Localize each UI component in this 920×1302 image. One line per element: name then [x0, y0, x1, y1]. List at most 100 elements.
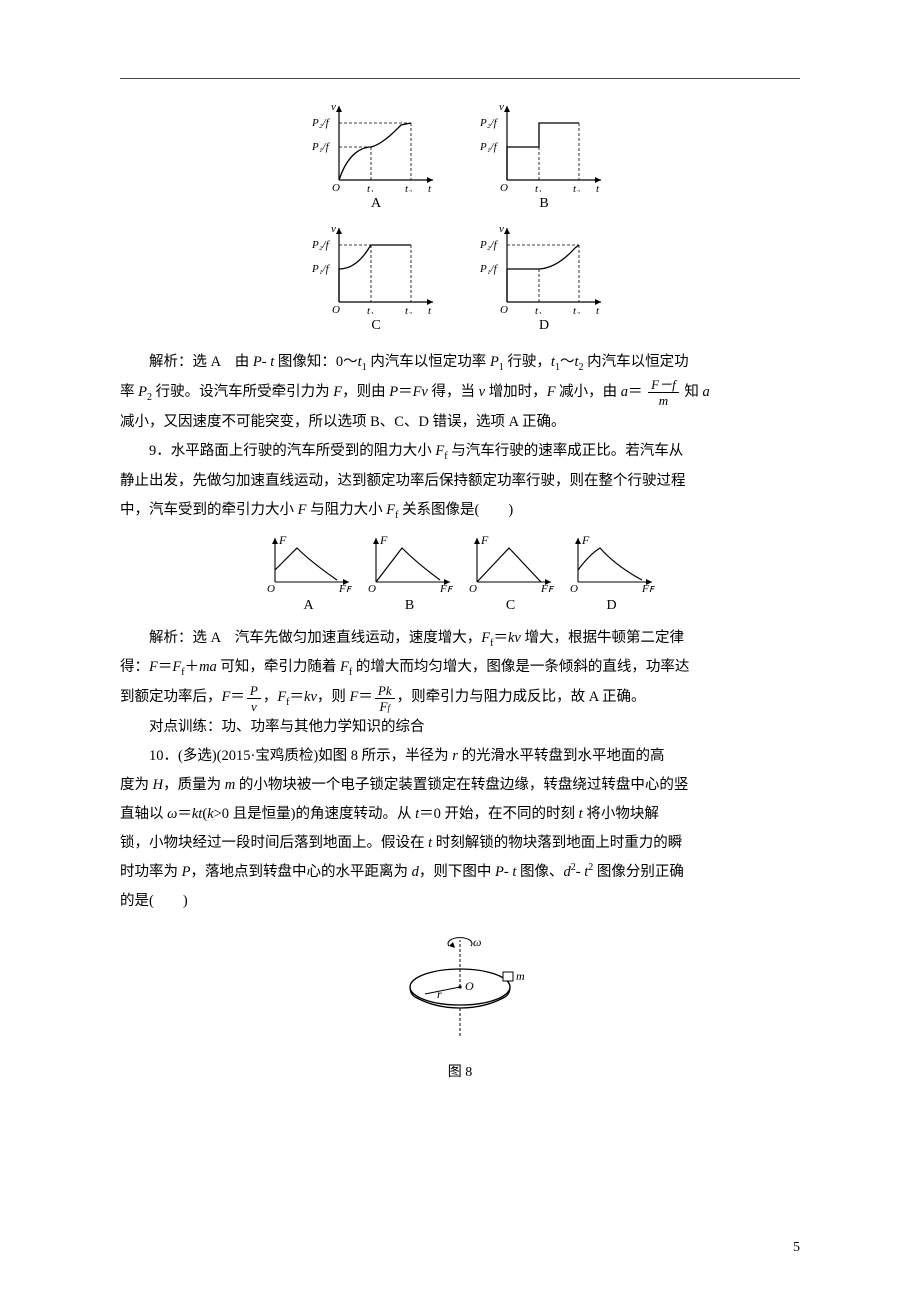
a8-lead: 解析：选 A 由 — [149, 354, 249, 370]
var-P2: P — [138, 384, 147, 400]
svg-text:P₁/f: P₁/f — [479, 263, 499, 275]
q9-l3c: 关系图像是( ) — [398, 502, 513, 518]
var-P1: P — [490, 354, 499, 370]
svg-text:ω: ω — [473, 935, 481, 949]
analysis9-p2: 得：F＝Ff＋ma 可知，牵引力随着 Ff 的增大而均匀增大，图像是一条倾斜的直… — [120, 653, 800, 683]
var-t: t — [270, 354, 274, 370]
q9-chart-b: F O Fꜰ — [362, 532, 457, 594]
sub-t1b: 1 — [555, 362, 560, 373]
disk-caption: 图 8 — [120, 1059, 800, 1087]
svg-text:P₂/f: P₂/f — [311, 117, 331, 129]
chart-a-svg: v P₂/f P₁/f O t₁ t₂ t — [311, 100, 441, 192]
subfig-c: v P₂/f P₁/f O t₁ t₂ t C — [311, 222, 441, 340]
label-d: D — [539, 312, 549, 340]
var-Ff6: F — [277, 689, 286, 705]
label-a: A — [371, 190, 381, 218]
q10-l2c: 的小物块被一个电子锁定装置锁定在转盘边缘，转盘绕过转盘中心的竖 — [235, 777, 688, 793]
q10-l2a: 度为 — [120, 777, 149, 793]
svg-text:t: t — [596, 305, 600, 314]
svg-text:O: O — [267, 583, 275, 594]
a9-l3b: ，则 — [317, 689, 346, 705]
disk-svg: ω m r O — [385, 932, 535, 1042]
q10-l5d: 图像、 — [516, 864, 563, 880]
q10-l4b: 时刻解锁的物块落到地面上时重力的瞬 — [432, 835, 682, 851]
chart-d-svg: v P₂/f P₁/f O t₁ t₂ t — [479, 222, 609, 314]
disk-figure: ω m r O 图 8 — [120, 932, 800, 1087]
analysis8-p1: 解析：选 A 由 P­- t 图像知：0～t1 内汽车以恒定功率 P1 行驶，t… — [120, 348, 800, 378]
svg-text:r: r — [437, 987, 442, 1001]
var-Fv: Fv — [413, 384, 428, 400]
label-c: C — [371, 312, 380, 340]
var-ma: ma — [199, 659, 217, 675]
chart-c-svg: v P₂/f P₁/f O t₁ t₂ t — [311, 222, 441, 314]
var-kt: kt — [192, 806, 202, 822]
sub-f6: f — [286, 697, 289, 708]
a9-l2c: 的增大而均匀增大，图像是一条倾斜的直线，功率达 — [352, 659, 689, 675]
var-a: a — [621, 384, 628, 400]
q10-l3d: ＝0 开始，在不同的时刻 — [419, 806, 575, 822]
page-number: 5 — [793, 1234, 800, 1262]
q9-l3a: 中，汽车受到的牵引力大小 — [120, 502, 294, 518]
analysis9-p3: 到额定功率后，F＝Pv，Ff＝kv，则 F＝PkFf，则牵引力与阻力成反比，故 … — [120, 683, 800, 713]
var-Ff4: F — [172, 659, 181, 675]
a8-l2f: 减小，由 — [556, 384, 618, 400]
svg-text:P₂/f: P₂/f — [311, 239, 331, 251]
svg-text:O: O — [500, 304, 508, 314]
q10-l1a: (多选)(2015·宝鸡质检)如图 8 所示，半径为 — [178, 748, 449, 764]
var-kv: kv — [508, 630, 521, 646]
svg-text:m: m — [516, 969, 525, 983]
var-Ff: F — [435, 443, 444, 459]
a8-l2d: 得，当 — [428, 384, 475, 400]
q10-p6: 的是( ) — [120, 887, 800, 916]
svg-text:t₂: t₂ — [573, 305, 580, 314]
q10-l3e: 将小物块解 — [583, 806, 659, 822]
var-omega: ω — [167, 806, 177, 822]
svg-text:P₁/f: P₁/f — [311, 141, 331, 153]
frac-PkFf: PkFf — [375, 684, 395, 713]
q9-label-c: C — [506, 592, 515, 620]
q10-p3: 直轴以 ω＝kt(k>0 且是恒量)的角速度转动。从 t＝0 开始，在不同的时刻… — [120, 800, 800, 829]
label-b: B — [539, 190, 548, 218]
sup-d2: 2 — [571, 862, 576, 873]
var-F2: F — [547, 384, 556, 400]
q9-l3b: 与阻力大小 — [306, 502, 382, 518]
svg-text:Fꜰ: Fꜰ — [641, 583, 656, 594]
var-Ff3: F — [481, 630, 490, 646]
svg-text:Fꜰ: Fꜰ — [439, 583, 454, 594]
q9-subfig-c: F O Fꜰ C — [463, 532, 558, 620]
q10-l5c: ，则下图中 — [419, 864, 492, 880]
train-title: 对点训练：功、功率与其他力学知识的综合 — [120, 713, 800, 742]
var-F: F — [333, 384, 342, 400]
q9-num: 9． — [149, 443, 171, 459]
q10-p1: 10．(多选)(2015·宝鸡质检)如图 8 所示，半径为 r 的光滑水平转盘到… — [120, 742, 800, 771]
sub-f3: f — [490, 637, 493, 648]
subfig-a: v P₂/f P₁/f O t₁ t₂ t A — [311, 100, 441, 218]
header-rule — [120, 78, 800, 79]
q9-l1b: 与汽车行驶的速率成正比。若汽车从 — [448, 443, 684, 459]
q10-l5a: 时功率为 — [120, 864, 178, 880]
svg-text:O: O — [500, 182, 508, 192]
a8-l2b: 行驶。设汽车所受牵引力为 — [152, 384, 330, 400]
svg-text:v: v — [331, 101, 336, 113]
svg-text:t: t — [428, 183, 432, 192]
q9-p2: 静止出发，先做匀加速直线运动，达到额定功率后保持额定功率行驶，则在整个行驶过程 — [120, 467, 800, 496]
var-m: m — [225, 777, 235, 793]
a9-l2b: 可知，牵引力随着 — [217, 659, 337, 675]
figure-row-2: v P₂/f P₁/f O t₁ t₂ t C v P₂/ — [120, 222, 800, 340]
chart-b-svg: v P₂/f P₁/f O t₁ t₂ t — [479, 100, 609, 192]
q9-chart-c: F O Fꜰ — [463, 532, 558, 594]
svg-text:v: v — [331, 223, 336, 235]
var-kv2: kv — [304, 689, 317, 705]
q10-p2: 度为 H，质量为 m 的小物块被一个电子锁定装置锁定在转盘边缘，转盘绕过转盘中心… — [120, 771, 800, 800]
a8-a4: 内汽车以恒定功 — [583, 354, 688, 370]
svg-text:t: t — [428, 305, 432, 314]
frac-Fmf: F－f m — [648, 378, 679, 407]
q9-label-a: A — [303, 592, 313, 620]
svg-text:O: O — [465, 979, 474, 993]
var-d2: d — [563, 864, 570, 880]
q9-l1: 水平路面上行驶的汽车所受到的阻力大小 — [171, 443, 432, 459]
analysis8-p2: 率 P2 行驶。设汽车所受牵引力为 F，则由 P＝Fv 得，当 v 增加时，F … — [120, 378, 800, 408]
q9-label-b: B — [405, 592, 414, 620]
a8-l2a: 率 — [120, 384, 135, 400]
svg-text:t₂: t₂ — [573, 183, 580, 192]
